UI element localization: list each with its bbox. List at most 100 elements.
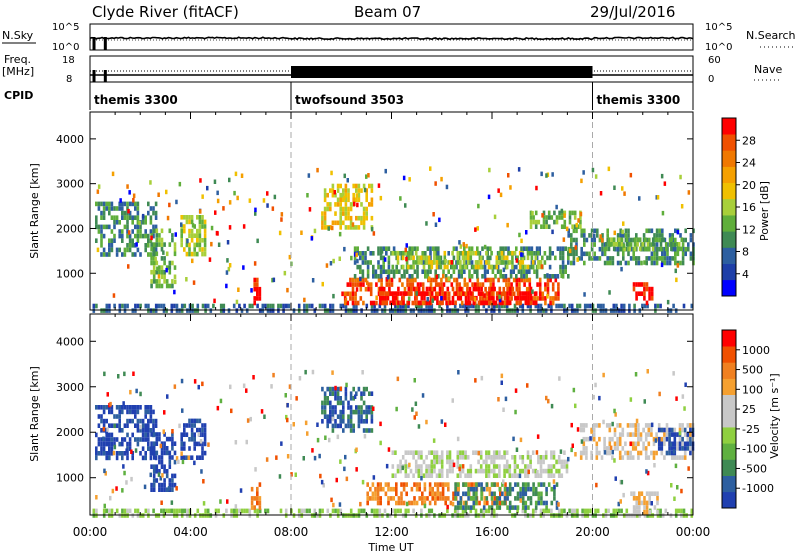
data-cell — [366, 269, 370, 274]
data-cell — [574, 403, 577, 409]
data-cell — [451, 300, 455, 306]
data-cell — [342, 405, 345, 410]
data-cell — [171, 482, 174, 488]
data-cell — [635, 505, 638, 510]
data-cell — [683, 450, 687, 456]
data-cell — [386, 295, 390, 301]
data-cell — [476, 274, 479, 279]
data-cell — [513, 468, 517, 474]
data-cell — [469, 505, 473, 510]
data-cell — [498, 250, 501, 256]
data-cell — [409, 468, 413, 474]
data-cell — [593, 256, 596, 261]
data-cell — [105, 308, 109, 313]
data-cell — [347, 414, 350, 419]
data-cell — [313, 508, 317, 514]
data-cell — [644, 450, 648, 456]
data-cell — [379, 496, 382, 501]
data-cell — [529, 224, 533, 229]
data-cell — [376, 491, 380, 497]
data-cell — [518, 277, 521, 283]
data-cell — [359, 296, 363, 301]
colorbar-swatch — [722, 198, 736, 216]
data-cell — [616, 436, 619, 442]
data-cell — [359, 251, 362, 256]
data-cell — [661, 233, 664, 238]
data-cell — [427, 260, 431, 265]
data-cell — [339, 225, 342, 230]
cpid-segments: themis 3300 twofsound 3503 themis 3300 — [94, 82, 680, 110]
data-cell — [334, 192, 337, 198]
data-cell — [222, 206, 225, 211]
data-cell — [660, 436, 664, 442]
data-cell — [339, 409, 342, 415]
data-cell — [575, 251, 578, 257]
data-cell — [593, 251, 596, 257]
data-cell — [357, 419, 361, 424]
data-cell — [245, 388, 248, 393]
data-cell — [492, 291, 495, 297]
data-cell — [463, 277, 467, 283]
data-cell — [139, 451, 142, 456]
data-cell — [282, 308, 285, 313]
data-cell — [548, 264, 552, 270]
data-cell — [514, 496, 517, 501]
data-cell — [162, 429, 165, 434]
data-cell — [319, 473, 322, 479]
data-cell — [364, 255, 367, 261]
data-cell — [552, 479, 556, 484]
data-cell — [660, 450, 664, 456]
data-cell — [160, 446, 164, 451]
data-cell — [503, 291, 507, 296]
data-cell — [139, 418, 142, 424]
data-cell — [368, 405, 371, 410]
data-cell — [163, 432, 166, 437]
data-cell — [621, 455, 625, 460]
data-cell — [532, 491, 535, 497]
data-cell — [369, 251, 372, 256]
data-cell — [475, 491, 478, 497]
data-cell — [407, 250, 410, 256]
data-cell — [643, 509, 646, 515]
data-cell — [399, 468, 402, 474]
data-cell — [158, 469, 161, 474]
data-cell — [150, 269, 153, 275]
data-cell — [491, 500, 494, 506]
data-cell — [168, 269, 172, 275]
data-cell — [559, 264, 562, 270]
data-cell — [501, 500, 504, 506]
data-cell — [654, 303, 657, 309]
data-cell — [417, 468, 421, 474]
data-cell — [102, 409, 106, 415]
data-cell — [180, 446, 183, 451]
data-cell — [356, 202, 359, 208]
data-cell — [619, 499, 622, 504]
data-cell — [579, 423, 583, 428]
data-cell — [144, 220, 147, 225]
data-cell — [472, 300, 476, 306]
data-cell — [136, 247, 140, 253]
data-cell — [530, 255, 534, 261]
data-cell — [256, 286, 259, 292]
data-cell — [544, 308, 548, 313]
data-cell — [417, 450, 421, 455]
data-cell — [434, 500, 437, 506]
data-cell — [305, 303, 309, 309]
data-cell — [635, 282, 638, 287]
data-cell — [113, 220, 116, 225]
data-cell — [588, 256, 591, 261]
data-cell — [336, 423, 340, 429]
data-cell — [323, 192, 327, 198]
noise-spike — [92, 37, 96, 50]
data-cell — [469, 496, 473, 501]
data-cell — [154, 423, 158, 428]
data-cell — [456, 255, 460, 261]
data-cell — [640, 260, 643, 266]
data-cell — [119, 198, 122, 203]
data-cell — [331, 428, 335, 433]
data-cell — [485, 482, 489, 487]
data-cell — [206, 303, 210, 309]
data-cell — [321, 400, 324, 406]
data-cell — [653, 463, 656, 468]
